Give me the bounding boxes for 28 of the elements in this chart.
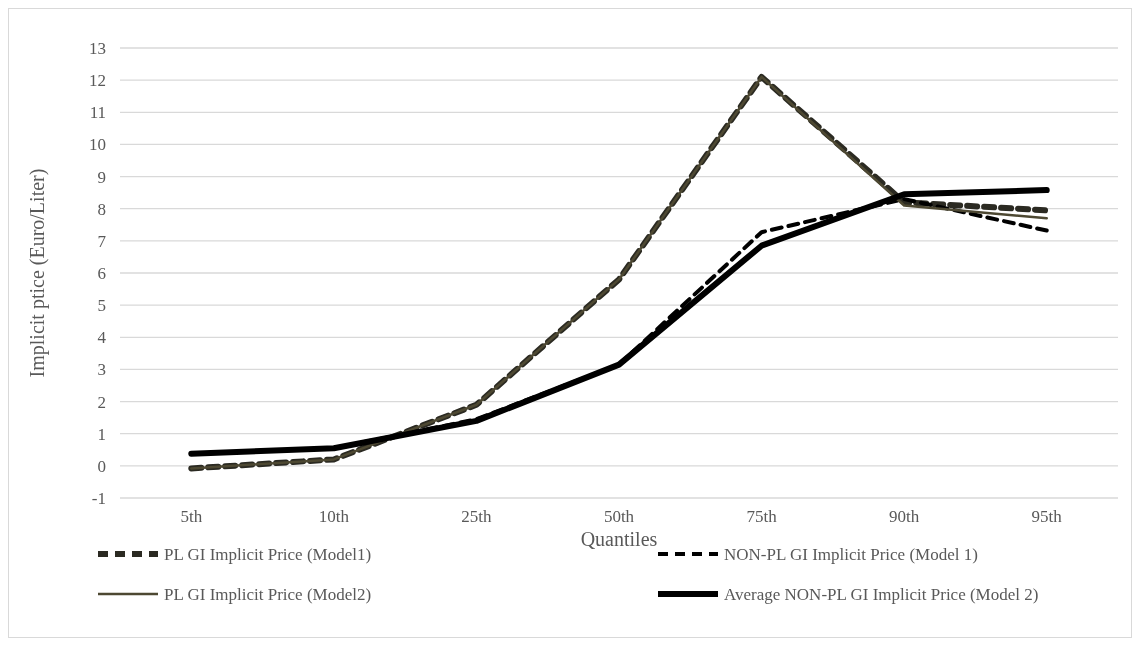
- y-tick-label: 3: [97, 360, 106, 380]
- y-tick-label: 7: [97, 231, 107, 251]
- y-tick-label: 2: [97, 392, 106, 412]
- y-tick-label: 1: [97, 424, 106, 444]
- x-tick-label: 5th: [180, 507, 203, 526]
- legend-label: PL GI Implicit Price (Model1): [164, 544, 372, 564]
- x-tick-label: 10th: [318, 507, 350, 526]
- x-tick-label: 95th: [1031, 507, 1063, 526]
- y-tick-label: 10: [89, 135, 106, 155]
- legend-label: NON-PL GI Implicit Price (Model 1): [724, 544, 978, 564]
- y-tick-label: 4: [97, 328, 107, 348]
- x-tick-label: 50th: [603, 507, 635, 526]
- x-tick-label: 75th: [746, 507, 778, 526]
- y-tick-label: 9: [97, 167, 106, 187]
- y-axis-title: Implicit ptice (Euro/Liter): [26, 168, 49, 378]
- x-axis-title: Quantiles: [580, 528, 658, 550]
- y-tick-label: 13: [89, 38, 106, 58]
- y-tick-label: 6: [97, 263, 106, 283]
- x-tick-label: 90th: [889, 507, 920, 526]
- legend-label: PL GI Implicit Price (Model2): [164, 584, 372, 604]
- y-tick-label: -1: [91, 488, 106, 508]
- y-tick-label: 11: [89, 103, 106, 123]
- legend-label: Average NON-PL GI Implicit Price (Model 2): [724, 584, 1039, 604]
- y-tick-label: 8: [97, 199, 106, 219]
- y-tick-label: 0: [97, 456, 106, 476]
- x-tick-label: 25th: [461, 507, 493, 526]
- y-tick-label: 12: [89, 71, 106, 91]
- y-tick-label: 5: [97, 296, 106, 316]
